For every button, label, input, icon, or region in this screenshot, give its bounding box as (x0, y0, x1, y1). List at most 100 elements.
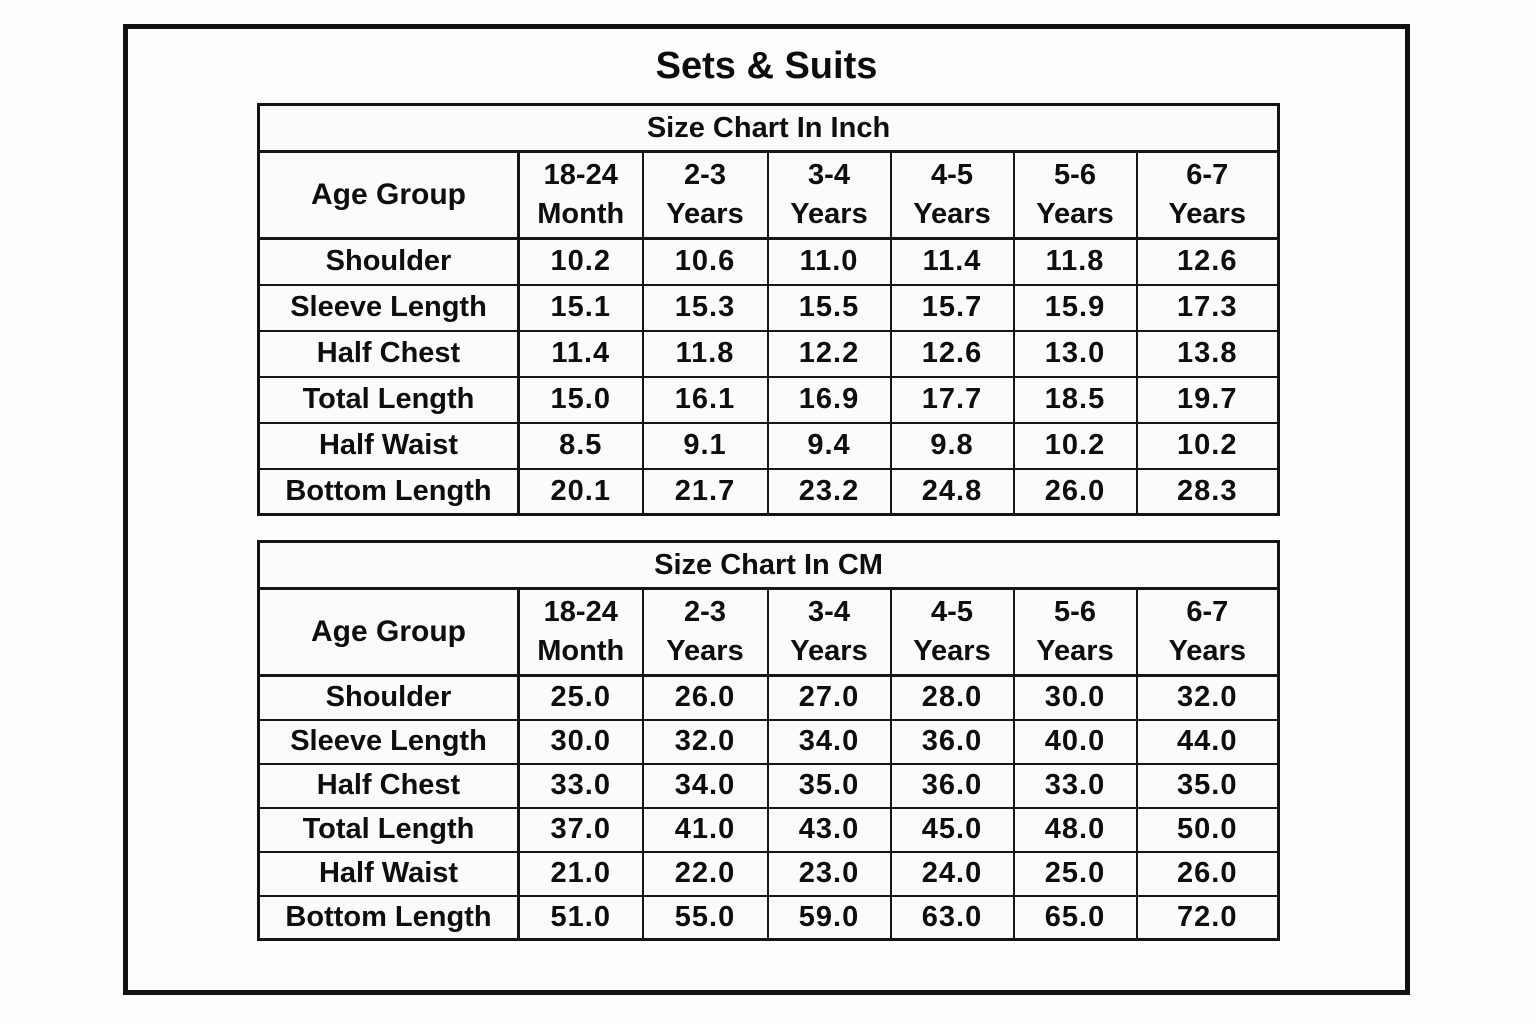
row-label: Sleeve Length (257, 718, 520, 765)
column-header: 2-3 Years (641, 150, 769, 240)
column-header: 6-7 Years (1135, 587, 1280, 677)
cell-value: 43.0 (766, 806, 892, 853)
cell-value: 15.3 (641, 283, 769, 332)
cell-value: 23.0 (766, 850, 892, 897)
cell-value: 25.0 (517, 674, 644, 721)
cell-value: 18.5 (1012, 375, 1138, 424)
column-header: Age Group (257, 150, 520, 240)
cell-value: 30.0 (517, 718, 644, 765)
cell-value: 36.0 (889, 718, 1015, 765)
cell-value: 48.0 (1012, 806, 1138, 853)
column-header: 4-5 Years (889, 150, 1015, 240)
table-row: Shoulder 25.0 26.0 27.0 28.0 30.0 32.0 (257, 674, 1280, 721)
cell-value: 45.0 (889, 806, 1015, 853)
cell-value: 41.0 (641, 806, 769, 853)
cell-value: 10.2 (1135, 421, 1280, 470)
header-row: Age Group 18-24 Month 2-3 Years 3-4 Years 4-… (257, 587, 1280, 677)
cell-value: 10.2 (517, 237, 644, 286)
cell-value: 15.7 (889, 283, 1015, 332)
cell-value: 15.1 (517, 283, 644, 332)
cell-value: 15.5 (766, 283, 892, 332)
cell-value: 11.4 (889, 237, 1015, 286)
cell-value: 11.4 (517, 329, 644, 378)
cell-value: 21.0 (517, 850, 644, 897)
cell-value: 17.7 (889, 375, 1015, 424)
cell-value: 63.0 (889, 894, 1015, 941)
row-label: Half Chest (257, 762, 520, 809)
column-header: 3-4 Years (766, 587, 892, 677)
cell-value: 8.5 (517, 421, 644, 470)
cell-value: 9.8 (889, 421, 1015, 470)
cell-value: 28.0 (889, 674, 1015, 721)
cell-value: 28.3 (1135, 467, 1280, 516)
cell-value: 32.0 (641, 718, 769, 765)
size-chart-cm-table: Size Chart In CM Age Group 18-24 Month 2-3… (257, 540, 1281, 941)
cell-value: 33.0 (1012, 762, 1138, 809)
table-row: Total Length 37.0 41.0 43.0 45.0 48.0 50.0 (257, 806, 1280, 853)
cell-value: 59.0 (766, 894, 892, 941)
outer-frame: Sets & Suits Size Chart In Inch Age Grou… (123, 24, 1410, 995)
cell-value: 35.0 (766, 762, 892, 809)
row-label: Bottom Length (257, 467, 520, 516)
cell-value: 34.0 (641, 762, 769, 809)
table-row: Bottom Length 20.1 21.7 23.2 24.8 26.0 28.3 (257, 467, 1280, 516)
cell-value: 27.0 (766, 674, 892, 721)
cell-value: 72.0 (1135, 894, 1280, 941)
cell-value: 40.0 (1012, 718, 1138, 765)
cell-value: 12.2 (766, 329, 892, 378)
table-row: Shoulder 10.2 10.6 11.0 11.4 11.8 12.6 (257, 237, 1280, 286)
table-row: Half Chest 33.0 34.0 35.0 36.0 33.0 35.0 (257, 762, 1280, 809)
cell-value: 12.6 (1135, 237, 1280, 286)
row-label: Shoulder (257, 674, 520, 721)
column-header: Age Group (257, 587, 520, 677)
row-label: Total Length (257, 375, 520, 424)
cell-value: 10.6 (641, 237, 769, 286)
table-row: Half Waist 21.0 22.0 23.0 24.0 25.0 26.0 (257, 850, 1280, 897)
cell-value: 22.0 (641, 850, 769, 897)
cell-value: 10.2 (1012, 421, 1138, 470)
column-header: 5-6 Years (1012, 587, 1138, 677)
row-label: Half Chest (257, 329, 520, 378)
cell-value: 12.6 (889, 329, 1015, 378)
table-title-row: Size Chart In CM (257, 540, 1280, 590)
cell-value: 34.0 (766, 718, 892, 765)
table-title: Size Chart In Inch (257, 103, 1280, 153)
cell-value: 51.0 (517, 894, 644, 941)
cell-value: 30.0 (1012, 674, 1138, 721)
cell-value: 55.0 (641, 894, 769, 941)
cell-value: 65.0 (1012, 894, 1138, 941)
cell-value: 16.1 (641, 375, 769, 424)
cell-value: 26.0 (1012, 467, 1138, 516)
cell-value: 25.0 (1012, 850, 1138, 897)
page-title: Sets & Suits (655, 45, 878, 87)
cell-value: 17.3 (1135, 283, 1280, 332)
cell-value: 26.0 (641, 674, 769, 721)
cell-value: 36.0 (889, 762, 1015, 809)
cell-value: 50.0 (1135, 806, 1280, 853)
header-row: Age Group 18-24 Month 2-3 Years 3-4 Years 4-… (257, 150, 1280, 240)
cell-value: 24.8 (889, 467, 1015, 516)
cell-value: 13.0 (1012, 329, 1138, 378)
cell-value: 26.0 (1135, 850, 1280, 897)
cell-value: 16.9 (766, 375, 892, 424)
table-body: Shoulder 10.2 10.6 11.0 11.4 11.8 12.6 Sleeve L… (257, 237, 1280, 516)
size-chart-inch-table: Size Chart In Inch Age Group 18-24 Month 2… (257, 103, 1281, 516)
cell-value: 13.8 (1135, 329, 1280, 378)
table-body: Shoulder 25.0 26.0 27.0 28.0 30.0 32.0 Sleeve L… (257, 674, 1280, 941)
table-row: Sleeve Length 30.0 32.0 34.0 36.0 40.0 44.0 (257, 718, 1280, 765)
cell-value: 21.7 (641, 467, 769, 516)
row-label: Half Waist (257, 850, 520, 897)
row-label: Shoulder (257, 237, 520, 286)
cell-value: 20.1 (517, 467, 644, 516)
table-title-row: Size Chart In Inch (257, 103, 1280, 153)
cell-value: 19.7 (1135, 375, 1280, 424)
cell-value: 23.2 (766, 467, 892, 516)
cell-value: 11.8 (1012, 237, 1138, 286)
cell-value: 35.0 (1135, 762, 1280, 809)
table-row: Half Waist 8.5 9.1 9.4 9.8 10.2 10.2 (257, 421, 1280, 470)
column-header: 4-5 Years (889, 587, 1015, 677)
cell-value: 9.4 (766, 421, 892, 470)
cell-value: 15.0 (517, 375, 644, 424)
cell-value: 24.0 (889, 850, 1015, 897)
